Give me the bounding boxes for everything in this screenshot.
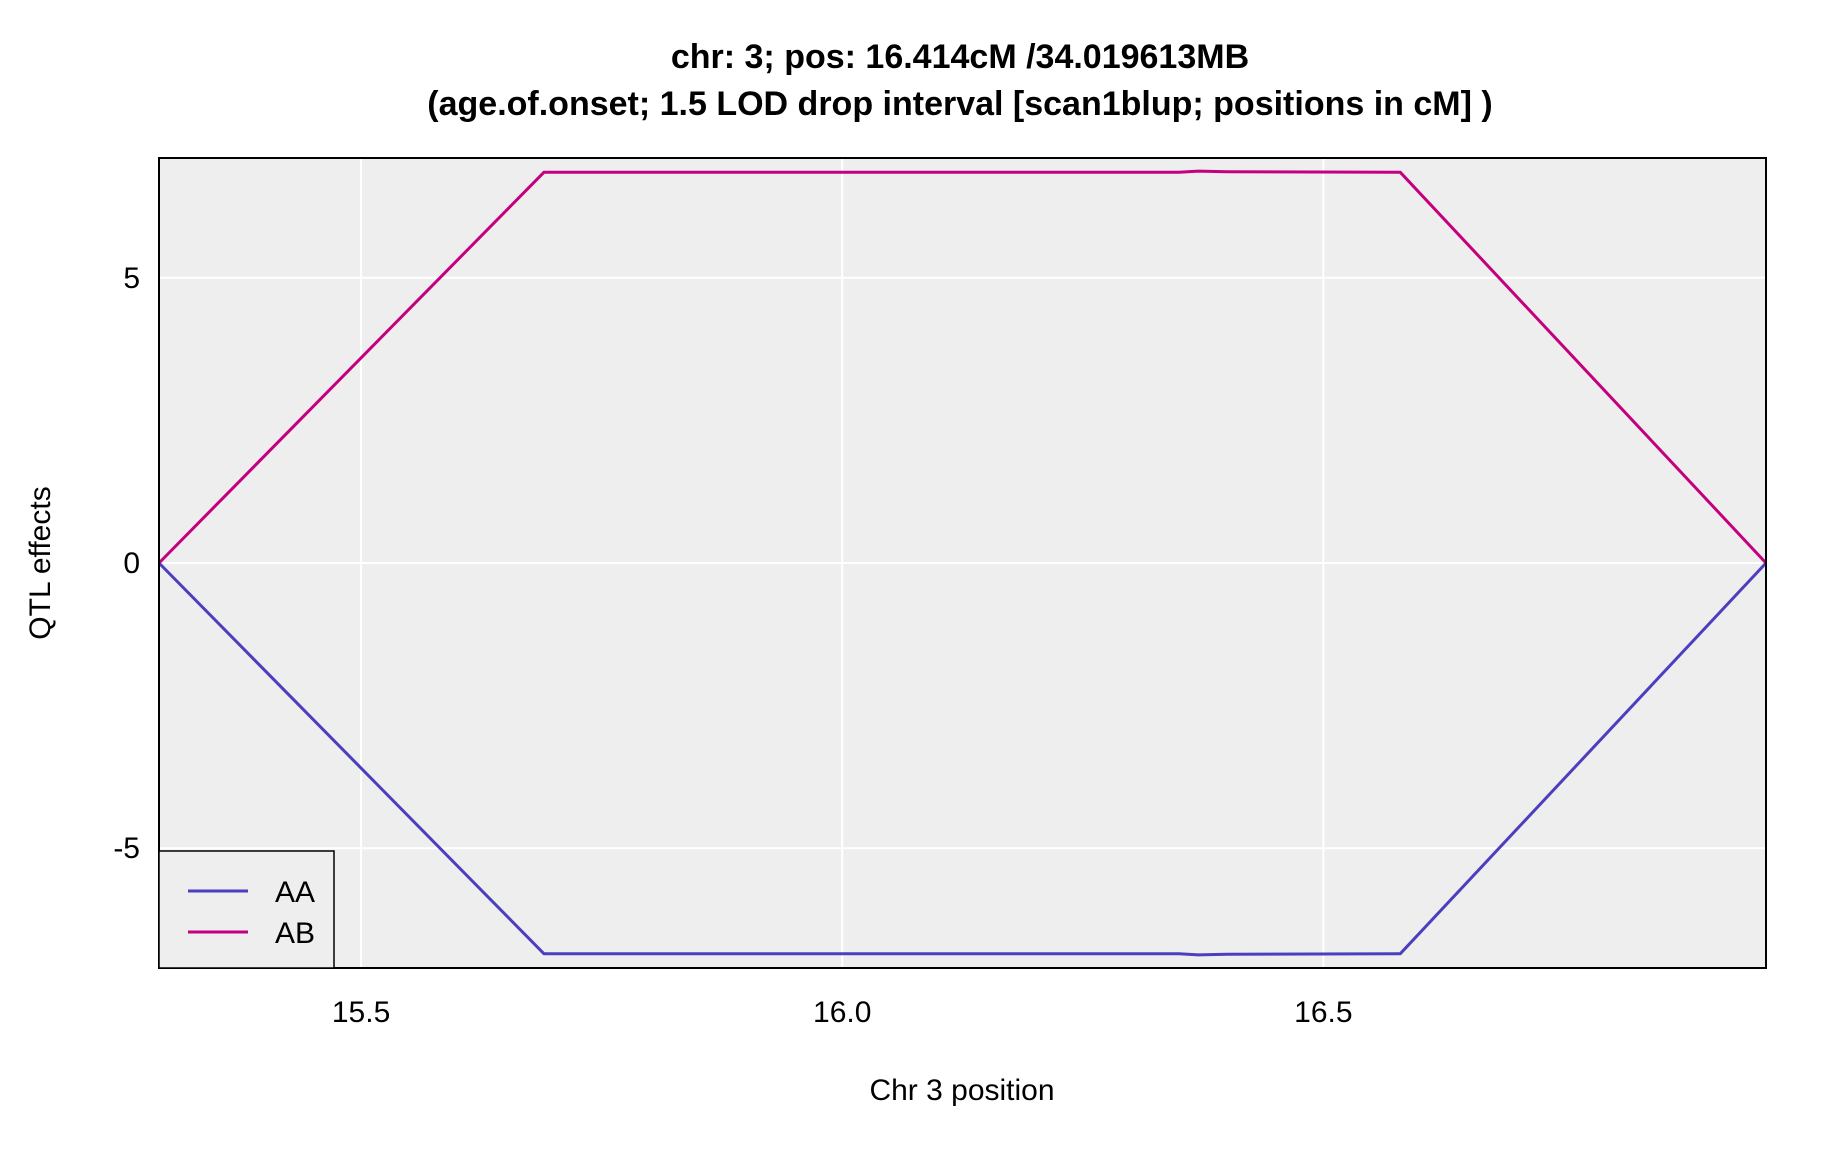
y-tick-label: 0 <box>123 547 140 580</box>
x-axis-ticks: 15.5 16.0 16.5 <box>332 996 1353 1029</box>
chart-title-line2: (age.of.onset; 1.5 LOD drop interval [sc… <box>427 85 1492 123</box>
legend-label-aa: AA <box>275 876 315 909</box>
legend: AA AB <box>158 850 335 969</box>
series-line-ab <box>157 169 1768 565</box>
y-axis-label: QTL effects <box>24 486 57 639</box>
x-axis-label: Chr 3 position <box>869 1074 1054 1107</box>
legend-box <box>158 850 335 969</box>
y-tick-label: 5 <box>123 262 140 295</box>
x-tick-label: 16.0 <box>813 996 871 1029</box>
plot-frame <box>158 157 1767 969</box>
y-axis-ticks: -5 0 5 <box>113 262 140 865</box>
chart-title-line1: chr: 3; pos: 16.414cM /34.019613MB <box>671 38 1249 76</box>
legend-label-ab: AB <box>275 917 315 950</box>
series-lines <box>157 169 1768 957</box>
y-tick-label: -5 <box>113 832 140 865</box>
x-tick-label: 15.5 <box>332 996 390 1029</box>
series-line-aa <box>157 561 1768 957</box>
x-tick-label: 16.5 <box>1294 996 1352 1029</box>
